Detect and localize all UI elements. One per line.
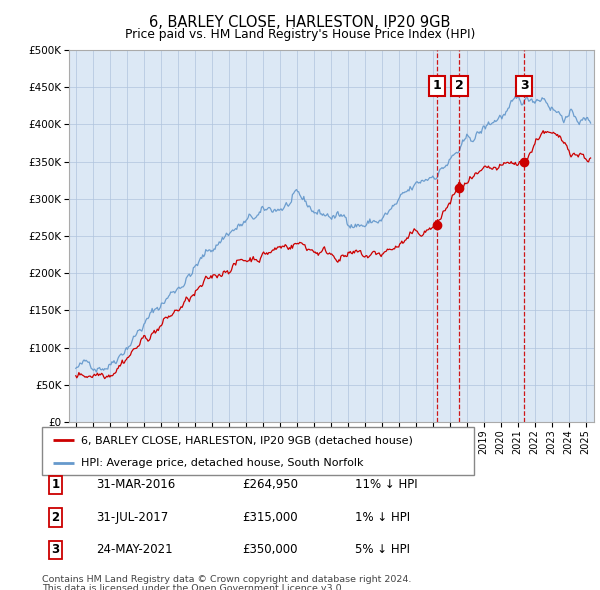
Text: 1: 1 — [433, 79, 441, 92]
Text: 6, BARLEY CLOSE, HARLESTON, IP20 9GB: 6, BARLEY CLOSE, HARLESTON, IP20 9GB — [149, 15, 451, 30]
Text: 11% ↓ HPI: 11% ↓ HPI — [355, 478, 418, 491]
Text: 24-MAY-2021: 24-MAY-2021 — [96, 543, 173, 556]
Text: £350,000: £350,000 — [242, 543, 298, 556]
Text: 2: 2 — [52, 511, 59, 524]
Text: 1% ↓ HPI: 1% ↓ HPI — [355, 511, 410, 524]
FancyBboxPatch shape — [42, 427, 474, 475]
Text: 6, BARLEY CLOSE, HARLESTON, IP20 9GB (detached house): 6, BARLEY CLOSE, HARLESTON, IP20 9GB (de… — [81, 435, 413, 445]
Text: 2: 2 — [455, 79, 464, 92]
Text: 31-JUL-2017: 31-JUL-2017 — [96, 511, 168, 524]
Text: Contains HM Land Registry data © Crown copyright and database right 2024.: Contains HM Land Registry data © Crown c… — [42, 575, 412, 584]
Text: 3: 3 — [520, 79, 529, 92]
Text: 5% ↓ HPI: 5% ↓ HPI — [355, 543, 410, 556]
Text: £264,950: £264,950 — [242, 478, 298, 491]
Text: This data is licensed under the Open Government Licence v3.0.: This data is licensed under the Open Gov… — [42, 584, 344, 590]
Text: 3: 3 — [52, 543, 59, 556]
Text: £315,000: £315,000 — [242, 511, 298, 524]
Text: 31-MAR-2016: 31-MAR-2016 — [96, 478, 175, 491]
Text: HPI: Average price, detached house, South Norfolk: HPI: Average price, detached house, Sout… — [81, 458, 364, 468]
Text: 1: 1 — [52, 478, 59, 491]
Text: Price paid vs. HM Land Registry's House Price Index (HPI): Price paid vs. HM Land Registry's House … — [125, 28, 475, 41]
